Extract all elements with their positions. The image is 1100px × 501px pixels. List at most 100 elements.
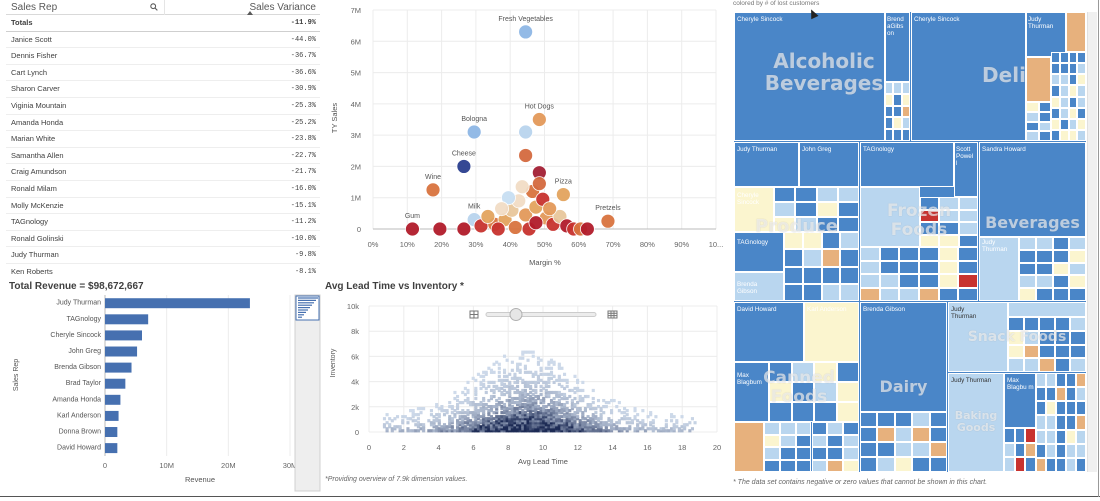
treemap-tile[interactable] xyxy=(1026,131,1039,141)
treemap-tile[interactable] xyxy=(1059,85,1069,97)
treemap-tile[interactable] xyxy=(1076,429,1086,444)
data-point[interactable] xyxy=(501,190,516,206)
treemap-tile[interactable] xyxy=(1035,237,1053,250)
table-row[interactable]: Ronald Golinski -10.0% xyxy=(6,231,320,248)
treemap-tile[interactable] xyxy=(764,422,780,435)
treemap-tile[interactable] xyxy=(1068,63,1078,75)
table-row[interactable]: Marian White -23.8% xyxy=(6,131,320,148)
treemap-tile[interactable] xyxy=(774,187,796,202)
treemap-tile[interactable] xyxy=(958,260,978,274)
treemap-tile[interactable] xyxy=(1054,344,1071,359)
treemap-tile[interactable] xyxy=(1023,358,1040,372)
treemap-tile[interactable] xyxy=(836,382,859,402)
treemap-tile[interactable] xyxy=(1056,373,1066,388)
treemap-tile[interactable] xyxy=(1051,52,1060,64)
treemap-tile[interactable] xyxy=(1051,118,1060,130)
treemap-tile[interactable] xyxy=(1036,457,1046,472)
treemap-tile[interactable] xyxy=(1036,415,1046,430)
treemap-tile[interactable] xyxy=(1054,330,1071,345)
data-point[interactable] xyxy=(425,182,441,198)
treemap-tile[interactable] xyxy=(1070,330,1086,345)
treemap-tile[interactable] xyxy=(929,412,947,427)
treemap-tile[interactable] xyxy=(836,402,859,422)
treemap-tile[interactable] xyxy=(893,105,902,118)
treemap-tile[interactable] xyxy=(1036,373,1046,388)
treemap-tile[interactable] xyxy=(1008,317,1024,331)
treemap-tile[interactable] xyxy=(843,434,859,447)
treemap-tile[interactable] xyxy=(948,302,1008,372)
treemap-tile[interactable] xyxy=(938,247,959,261)
treemap-tile[interactable] xyxy=(802,232,822,250)
data-point[interactable] xyxy=(456,159,472,174)
treemap-tile[interactable] xyxy=(764,459,780,472)
treemap-tile[interactable] xyxy=(938,260,959,274)
treemap-tile[interactable] xyxy=(929,427,947,442)
treemap-tile[interactable] xyxy=(774,202,796,217)
treemap-tile[interactable] xyxy=(843,447,859,460)
treemap-tile[interactable] xyxy=(1039,358,1055,372)
treemap-tile[interactable] xyxy=(860,302,947,412)
treemap-tile[interactable] xyxy=(1066,12,1086,52)
treemap-tile[interactable] xyxy=(1076,401,1086,416)
treemap-tile[interactable] xyxy=(779,447,796,460)
treemap-tile[interactable] xyxy=(799,142,859,187)
treemap-tile[interactable] xyxy=(1004,428,1015,443)
treemap-tile[interactable] xyxy=(1051,129,1060,141)
treemap-tile[interactable] xyxy=(791,382,814,402)
treemap-tile[interactable] xyxy=(1066,373,1076,388)
treemap-tile[interactable] xyxy=(1077,63,1086,75)
treemap-tile[interactable] xyxy=(1068,129,1078,141)
treemap-tile[interactable] xyxy=(795,187,817,202)
treemap-tile[interactable] xyxy=(814,382,837,402)
zoom-in-icon[interactable] xyxy=(607,310,618,319)
treemap-tile[interactable] xyxy=(894,442,913,457)
treemap-tile[interactable] xyxy=(840,232,859,250)
data-point[interactable] xyxy=(456,221,472,237)
treemap-tile[interactable] xyxy=(1035,288,1053,301)
treemap-tile[interactable] xyxy=(1004,457,1015,472)
treemap-tile[interactable] xyxy=(1035,262,1053,276)
treemap-tile[interactable] xyxy=(885,105,894,118)
treemap-tile[interactable] xyxy=(1066,429,1076,444)
treemap-tile[interactable] xyxy=(1008,344,1024,359)
treemap-tile[interactable] xyxy=(929,442,947,457)
treemap-tile[interactable] xyxy=(879,260,900,274)
treemap-tile[interactable] xyxy=(1046,429,1056,444)
data-point[interactable] xyxy=(518,207,534,223)
treemap-tile[interactable] xyxy=(795,422,812,435)
data-point[interactable] xyxy=(518,24,534,40)
treemap-tile[interactable] xyxy=(1019,262,1036,276)
treemap-tile[interactable] xyxy=(1059,118,1069,130)
treemap-tile[interactable] xyxy=(1039,330,1055,345)
zoom-slider-handle[interactable] xyxy=(509,308,523,321)
table-row[interactable]: Molly McKenzie -15.1% xyxy=(6,198,320,215)
treemap-tile[interactable] xyxy=(1068,85,1078,97)
treemap-tile[interactable] xyxy=(885,93,894,106)
treemap-tile[interactable] xyxy=(919,287,939,301)
treemap-tile[interactable] xyxy=(791,362,814,382)
treemap-tile[interactable] xyxy=(734,232,784,272)
treemap-tile[interactable] xyxy=(1036,443,1046,458)
revenue-bar[interactable] xyxy=(105,443,118,454)
data-point[interactable] xyxy=(490,221,506,237)
table-row[interactable]: Samantha Allen -22.7% xyxy=(6,148,320,165)
treemap-tile[interactable] xyxy=(1038,121,1051,132)
treemap-tile[interactable] xyxy=(802,283,822,301)
table-row[interactable]: Sharon Carver -30.9% xyxy=(6,81,320,98)
table-row[interactable]: Craig Amundson -21.7% xyxy=(6,164,320,181)
treemap-tile[interactable] xyxy=(1046,373,1056,388)
table-row[interactable]: Ken Roberts -8.1% xyxy=(6,264,320,276)
treemap-tile[interactable] xyxy=(1069,262,1086,276)
treemap-tile[interactable] xyxy=(885,82,894,94)
margin-vs-sales-scatter[interactable]: 0% 10% 20% 30% 40% 50% 60% 70% 80% 90% 10... 0 1M 2M 3… xyxy=(325,0,725,272)
treemap-tile[interactable] xyxy=(795,434,812,447)
treemap-tile[interactable] xyxy=(1069,288,1086,301)
treemap-tile[interactable] xyxy=(1056,457,1066,472)
data-point[interactable] xyxy=(518,148,534,163)
treemap-tile[interactable] xyxy=(769,402,792,422)
treemap-tile[interactable] xyxy=(938,287,959,301)
treemap-tile[interactable] xyxy=(734,302,804,362)
treemap-tile[interactable] xyxy=(885,117,894,130)
treemap-tile[interactable] xyxy=(843,422,859,435)
treemap-tile[interactable] xyxy=(1068,96,1078,108)
